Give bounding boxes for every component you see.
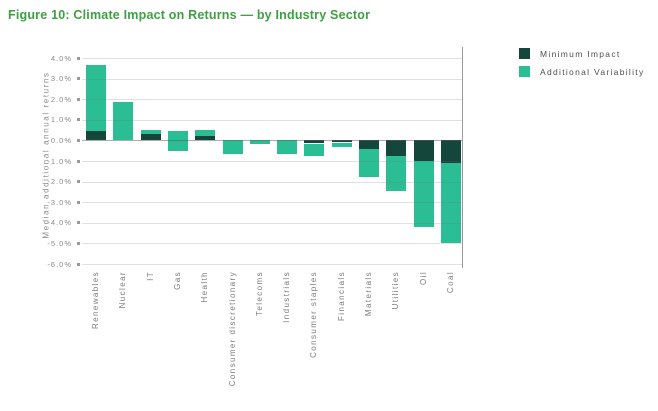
tick-marker-icon: [77, 56, 80, 60]
gridline: [82, 161, 462, 162]
x-category-label: IT: [145, 271, 155, 281]
x-category-label: Industrials: [282, 271, 292, 323]
y-tick: -0.0%: [0, 135, 80, 145]
bar-segment-additional-variability: [277, 140, 298, 154]
y-tick: -1.0%: [0, 156, 80, 166]
y-tick-label: 4.0%: [50, 53, 72, 63]
x-category-label: Consumer discretionary: [227, 271, 237, 387]
x-category-label: Gas: [172, 271, 182, 290]
x-category-label: Utilities: [391, 271, 401, 310]
tick-marker-icon: [77, 97, 80, 101]
bar-segment-additional-variability: [195, 130, 216, 137]
x-category-label: Nuclear: [118, 271, 128, 309]
y-tick: -2.0%: [0, 177, 80, 187]
x-category-label: Consumer staples: [309, 271, 319, 358]
y-tick-label: -2.0%: [47, 177, 72, 187]
legend-label: Minimum Impact: [540, 48, 621, 59]
x-category-label: Coal: [445, 271, 455, 294]
gridline: [82, 79, 462, 80]
bar-segment-minimum-impact: [86, 131, 106, 141]
zero-gridline: [82, 140, 462, 141]
gridline: [82, 120, 462, 121]
additional-variability-swatch-icon: [519, 66, 530, 77]
y-tick-label: -5.0%: [47, 238, 72, 248]
x-category-label: Financials: [336, 271, 346, 322]
y-tick: -6.0%: [0, 259, 80, 269]
tick-marker-icon: [77, 138, 80, 142]
right-axis-line: [462, 47, 463, 268]
tick-marker-icon: [77, 200, 80, 204]
bar-segment-additional-variability: [304, 143, 325, 156]
gridline: [82, 243, 462, 244]
y-tick-label: -3.0%: [47, 197, 72, 207]
y-tick-label: -0.0%: [47, 135, 72, 145]
legend-item-minimum-impact: Minimum Impact: [519, 48, 645, 59]
y-tick-label: -1.0%: [47, 156, 72, 166]
bar-segment-minimum-impact: [440, 140, 461, 164]
tick-marker-icon: [77, 118, 80, 122]
minimum-impact-swatch-icon: [519, 48, 530, 59]
bar-segment-additional-variability: [222, 140, 243, 154]
y-tick: 4.0%: [0, 53, 80, 63]
y-tick: -3.0%: [0, 197, 80, 207]
tick-marker-icon: [77, 221, 80, 225]
gridline: [82, 58, 462, 59]
bar-segment-minimum-impact: [195, 136, 216, 141]
bar-segment-additional-variability: [113, 102, 134, 141]
y-tick: 2.0%: [0, 94, 80, 104]
bar-segment-additional-variability: [249, 140, 270, 145]
bar-segment-minimum-impact: [386, 140, 407, 156]
bar-segment-additional-variability: [386, 155, 407, 191]
bar-segment-additional-variability: [440, 163, 461, 244]
x-category-label: Materials: [364, 271, 373, 317]
bar-segment-minimum-impact: [304, 140, 325, 144]
legend-item-additional-variability: Additional Variability: [519, 66, 645, 77]
gridline: [82, 202, 462, 203]
tick-marker-icon: [77, 262, 80, 266]
bar-segment-additional-variability: [140, 130, 161, 135]
tick-marker-icon: [77, 77, 80, 81]
bar-segment-minimum-impact: [331, 140, 352, 143]
bar-segment-additional-variability: [359, 148, 379, 178]
figure-title: Figure 10: Climate Impact on Returns — b…: [8, 8, 371, 22]
bar-segment-minimum-impact: [413, 140, 434, 161]
tick-marker-icon: [77, 180, 80, 184]
gridline: [82, 223, 462, 224]
x-category-label: Oil: [418, 271, 428, 285]
bar-segment-additional-variability: [331, 142, 352, 147]
bar-segment-minimum-impact: [140, 134, 161, 141]
gridline: [82, 99, 462, 100]
y-tick-label: 2.0%: [50, 94, 72, 104]
bar-segment-additional-variability: [413, 161, 434, 227]
y-tick: 1.0%: [0, 115, 80, 125]
legend: Minimum Impact Additional Variability: [519, 48, 645, 84]
gridline: [82, 182, 462, 183]
y-tick-label: 3.0%: [50, 74, 72, 84]
legend-label: Additional Variability: [540, 66, 645, 77]
y-tick: 3.0%: [0, 74, 80, 84]
gridline: [82, 264, 462, 265]
tick-marker-icon: [77, 159, 80, 163]
x-category-label: Renewables: [91, 271, 100, 330]
y-tick-label: 1.0%: [50, 115, 72, 125]
y-tick-label: -4.0%: [47, 218, 72, 228]
tick-marker-icon: [77, 241, 80, 245]
y-tick-label: -6.0%: [47, 259, 72, 269]
y-tick: -5.0%: [0, 238, 80, 248]
y-tick: -4.0%: [0, 218, 80, 228]
x-category-label: Health: [200, 271, 210, 303]
bar-segment-additional-variability: [86, 65, 106, 132]
x-category-label: Telecoms: [254, 271, 264, 316]
bar-segment-minimum-impact: [359, 140, 379, 149]
